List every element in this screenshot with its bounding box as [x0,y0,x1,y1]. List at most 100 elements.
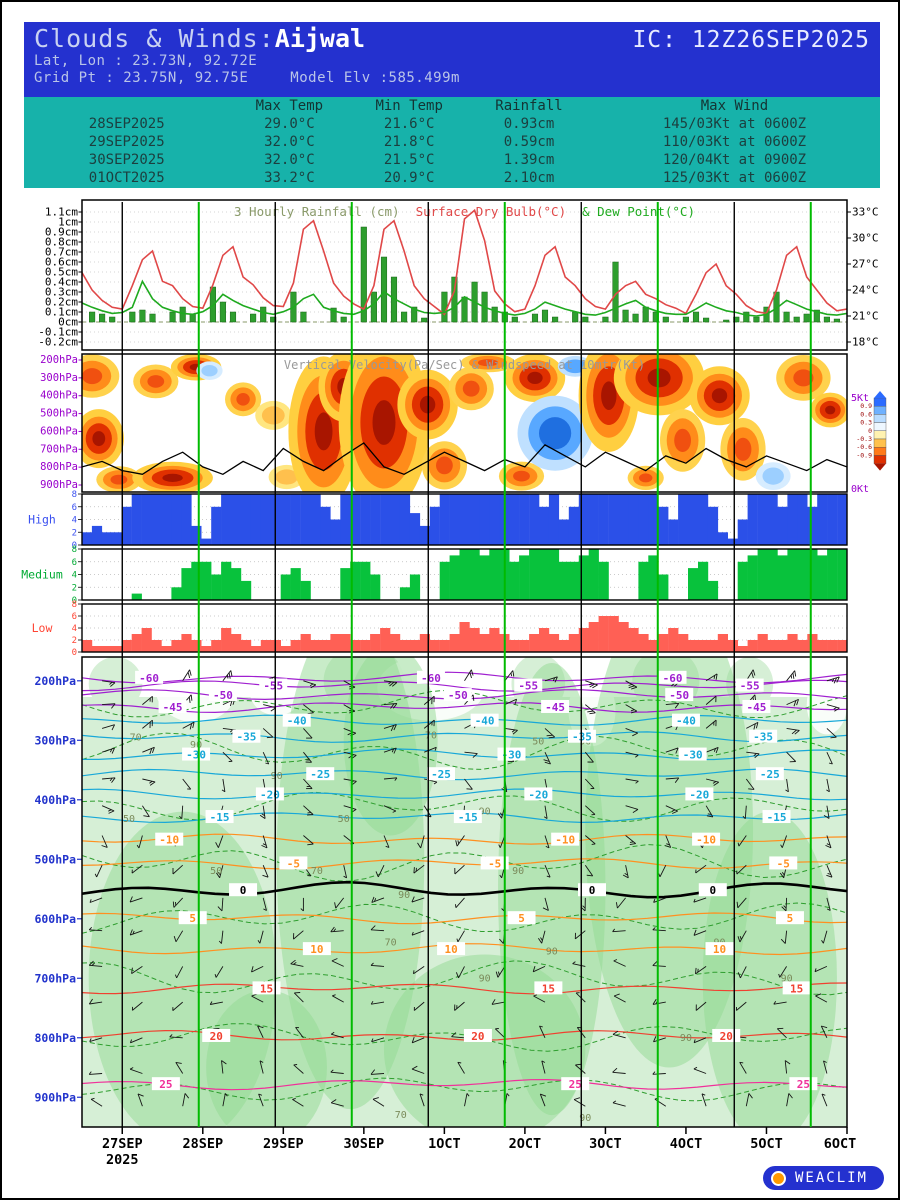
cloud-bar [419,525,430,545]
page-title: Clouds & Winds:Aijwal [34,24,365,53]
cloud-axis-label: 6 [72,503,77,513]
cloud-bar [390,494,401,545]
cloud-bar [181,494,192,545]
wind-axis-top-label: 5Kt [851,393,869,404]
day-label: 4OCT [670,1136,703,1152]
model-elev-label: Model Elv :585.499m [290,70,460,86]
wind-axis-bottom-label: 0Kt [851,484,869,495]
rain-bar [441,291,448,323]
rain-bar [421,317,428,323]
temp-contour-label: 20 [210,1030,223,1043]
temp-contour-label: 25 [797,1078,810,1091]
cloud-bar [241,494,252,545]
cloud-bar [827,494,838,545]
pressure-tick-label: 900hPa [34,1090,76,1104]
cloud-bar [241,580,252,600]
cloud-axis-label: 4 [72,624,77,634]
temp-contour-label: -35 [753,731,773,744]
day-label: 28SEP [182,1136,223,1152]
temp-contour-label: -45 [545,701,565,714]
day-label: 30SEP [344,1136,385,1152]
pressure-tick-label: 300hPa [34,733,76,747]
cloud-bar [658,506,669,546]
cloud-bar [588,622,599,652]
cloud-bar [509,494,520,545]
temp-contour [82,714,847,726]
day-label: 5OCT [750,1136,783,1152]
cloud-bar [519,640,530,652]
cloud-bar [231,494,242,545]
rain-bar [632,313,639,323]
pressure-tick-label: 500hPa [34,852,76,866]
temp-contour-label: -25 [760,768,780,781]
cloud-bar [717,532,728,546]
rain-bar [461,296,468,323]
cloud-bar [837,549,848,600]
rain-bar [411,306,418,323]
rain-bar [260,306,267,323]
cloud-bar [757,634,768,652]
cloud-bar [399,587,411,601]
rain-bar [662,316,669,323]
cloud-bar [558,519,570,545]
temp-contour-label: 10 [713,943,726,956]
cloud-bar [777,640,788,652]
upper-air-panel: 7090705090505090907090907090909090907090… [34,656,848,1128]
colorbar-arrow-up [874,391,886,398]
cloud-axis-label: 8 [72,600,77,610]
temp-contour-label: 5 [189,912,196,925]
cloud-bar [221,494,232,545]
rh-label: 90 [398,890,410,901]
temp-axis-label: 33°C [852,206,879,219]
cloud-bar [807,549,818,600]
temp-contour-label: -10 [696,834,716,847]
rain-bar [793,316,800,323]
cloud-bar [91,525,103,545]
table-row: 01OCT2025 33.2°C 20.9°C 2.10cm 125/03Kt at 0… [88,170,807,186]
cloud-bar [390,634,401,652]
cloud-bar [161,494,172,545]
cloud-bar [668,519,679,545]
cloud-bar [509,640,520,652]
temp-contour [82,788,847,801]
temp-contour-label: 0 [709,884,716,897]
rain-bar [572,311,579,323]
dew-point-line [82,279,847,317]
omega-pressure-label: 700hPa [40,443,78,455]
cloud-bar [221,628,232,652]
rh-label: 90 [680,1033,692,1044]
temp-contour-label: 25 [569,1078,582,1091]
cloud-bar [648,640,659,652]
cloud-bar [578,628,589,652]
rain-bar [723,319,730,323]
cloud-bar [82,640,93,652]
cloud-bar [370,574,381,600]
rain-bar [833,318,840,323]
day-label: 29SEP [263,1136,304,1152]
cloud-bar [489,549,500,600]
colorbar-segment [873,447,887,456]
table-row: 29SEP2025 32.0°C 21.8°C 0.59cm 110/03Kt at 0… [88,134,807,150]
cloud-bar [717,634,728,652]
temp-contour-label: 15 [790,982,803,995]
temp-contour-label: 0 [589,884,596,897]
cloud-bar [459,549,470,600]
cloud-bar [380,628,391,652]
cloud-bar [837,640,848,652]
colorbar-segment [873,414,887,423]
cloud-bar [747,640,758,652]
cloud-bar [280,494,291,545]
cloud-axis-label: 0 [72,648,77,658]
cloud-bar [548,634,560,652]
cloud-bar [618,494,629,545]
cloud-bar [787,494,798,545]
temp-contour-label: 10 [310,943,323,956]
omega-pressure-label: 800hPa [40,461,78,473]
cloud-bar [747,555,758,600]
cloud-bar [320,640,331,652]
cloud-bar [539,506,550,546]
cloud-bar [151,640,162,652]
cloud-bar [211,574,222,600]
rain-bar [370,291,377,323]
rain-bar [340,316,347,323]
